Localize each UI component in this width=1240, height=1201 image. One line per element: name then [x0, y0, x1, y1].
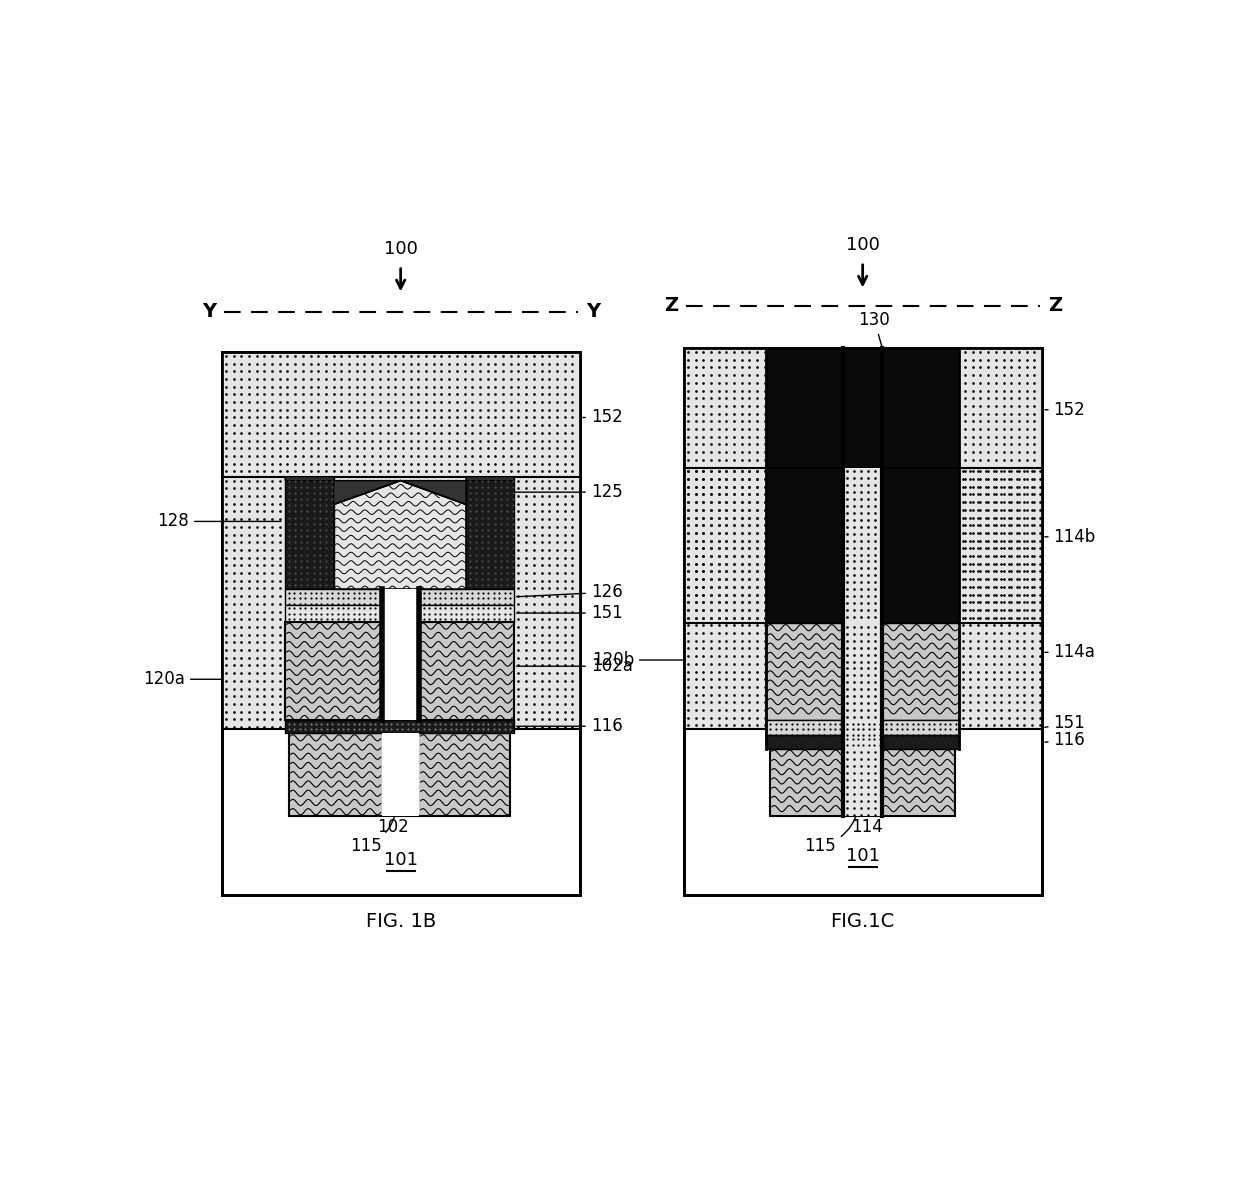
Bar — [285, 721, 513, 733]
Text: 100: 100 — [846, 237, 879, 255]
Bar — [843, 623, 882, 721]
Text: FIG.1C: FIG.1C — [831, 913, 895, 931]
Bar — [222, 477, 580, 729]
Bar — [766, 735, 843, 748]
Bar — [684, 348, 1042, 467]
Text: 152: 152 — [583, 408, 622, 426]
Polygon shape — [285, 477, 401, 504]
Text: Z: Z — [1048, 297, 1063, 316]
Bar — [882, 721, 959, 735]
Text: 102: 102 — [334, 788, 409, 836]
Bar — [684, 348, 1042, 895]
Text: 128: 128 — [157, 513, 280, 531]
Text: 115: 115 — [805, 811, 858, 855]
Text: 130: 130 — [858, 311, 890, 357]
Bar — [843, 735, 882, 748]
Text: Z: Z — [663, 297, 678, 316]
Text: 151: 151 — [1045, 715, 1085, 733]
Bar — [285, 604, 513, 622]
Bar — [766, 348, 959, 467]
Bar — [766, 623, 843, 721]
Bar — [285, 477, 334, 590]
Text: 126: 126 — [517, 584, 622, 602]
Bar — [766, 721, 843, 735]
Text: 115: 115 — [350, 807, 397, 855]
Bar — [843, 467, 882, 623]
Text: 102a: 102a — [517, 657, 632, 675]
Bar — [882, 735, 959, 748]
Bar — [770, 748, 955, 815]
Bar — [289, 733, 510, 815]
Bar — [684, 467, 1042, 729]
Text: 120b: 120b — [591, 651, 684, 669]
Bar — [766, 467, 843, 623]
Text: 125: 125 — [469, 483, 622, 501]
Text: 101: 101 — [846, 848, 879, 866]
Text: 120a: 120a — [143, 670, 222, 688]
Bar — [222, 352, 580, 895]
Bar — [285, 622, 513, 721]
Bar — [843, 748, 882, 815]
Polygon shape — [401, 477, 513, 504]
Bar — [466, 477, 513, 590]
Text: 100: 100 — [383, 240, 418, 258]
Bar — [684, 348, 1042, 895]
Text: Y: Y — [202, 303, 216, 322]
Bar — [222, 352, 580, 477]
Bar — [843, 721, 882, 735]
Text: Y: Y — [587, 303, 600, 322]
Text: FIG. 1B: FIG. 1B — [366, 913, 435, 931]
Text: 116: 116 — [1045, 731, 1085, 749]
Text: 114a: 114a — [1045, 644, 1095, 662]
Text: 114b: 114b — [1045, 527, 1096, 545]
Bar — [285, 590, 513, 604]
Text: 114: 114 — [815, 790, 883, 836]
Bar — [222, 352, 580, 895]
Text: 101: 101 — [383, 852, 418, 870]
Bar — [382, 733, 419, 815]
Text: 152: 152 — [1045, 401, 1085, 419]
Polygon shape — [334, 480, 466, 590]
Bar — [684, 467, 1042, 623]
Bar — [882, 467, 959, 623]
Text: 151: 151 — [517, 604, 622, 622]
Text: 116: 116 — [517, 717, 622, 735]
Bar — [882, 623, 959, 721]
Bar — [382, 590, 419, 721]
